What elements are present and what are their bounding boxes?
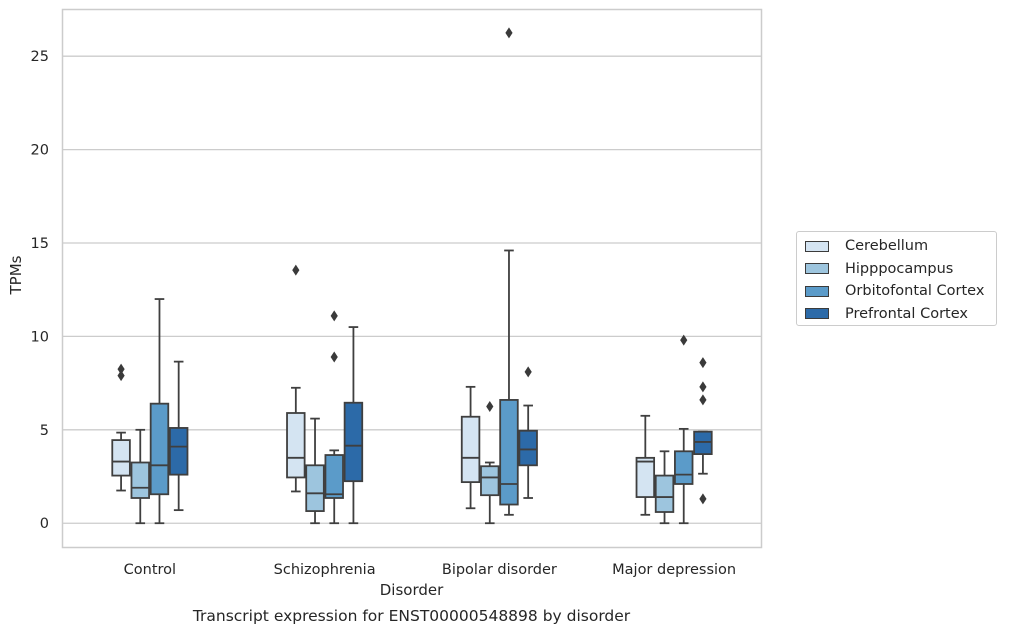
legend-item: Hipppocampus: [797, 258, 996, 281]
series-2: [130, 400, 675, 525]
box-group: [460, 385, 481, 510]
box: [693, 430, 713, 455]
y-tick-label: 10: [31, 329, 49, 345]
y-tick-label: 15: [31, 236, 49, 252]
box-series: [111, 27, 713, 525]
outlier-point: [486, 400, 494, 412]
box-group: [480, 400, 500, 525]
series-4: [168, 326, 713, 525]
plot-area-frame: [61, 8, 763, 549]
box: [130, 461, 150, 499]
box: [499, 399, 519, 506]
y-tick-label: 0: [40, 516, 49, 532]
box-group: [286, 264, 306, 493]
box-group: [693, 357, 713, 505]
outlier-point: [699, 493, 707, 505]
box: [286, 412, 306, 479]
legend-item: Cerebellum: [797, 235, 996, 258]
outlier-point: [699, 394, 707, 406]
y-tick-label: 20: [31, 143, 49, 159]
y-tick-label: 5: [40, 423, 49, 439]
box-group: [111, 363, 131, 492]
box-group: [149, 298, 170, 525]
x-axis-label: Disorder: [379, 581, 444, 599]
x-axis-ticks: Control Schizophrenia Bipolar disorder Majo…: [124, 562, 736, 578]
box-group: [635, 414, 656, 516]
outlier-point: [680, 334, 688, 346]
legend: Cerebellum Hipppocampus Orbitofontal Cor…: [796, 231, 997, 326]
box-group: [343, 326, 364, 525]
outlier-point: [699, 381, 707, 393]
box-group: [324, 310, 344, 525]
series-3: [149, 27, 694, 525]
legend-swatch: [805, 308, 829, 320]
x-tick-label: Schizophrenia: [274, 562, 376, 578]
legend-swatch: [805, 240, 829, 252]
box: [635, 456, 656, 498]
outlier-point: [330, 351, 338, 363]
y-axis-label: TPMs: [7, 255, 25, 295]
box-group: [674, 334, 694, 525]
legend-label: Hipppocampus: [845, 260, 954, 277]
box: [111, 439, 131, 477]
box: [324, 454, 344, 499]
legend-swatch: [805, 263, 829, 275]
x-tick-label: Control: [124, 562, 176, 578]
outlier-point: [330, 310, 338, 322]
box-group: [305, 417, 325, 525]
outlier-point: [117, 363, 125, 375]
box: [480, 465, 500, 497]
box: [149, 402, 170, 496]
legend-item: Prefrontal Cortex: [797, 303, 996, 326]
series-1: [111, 264, 656, 516]
legend-swatch: [805, 285, 829, 297]
box-group: [168, 360, 189, 512]
box: [168, 427, 189, 476]
box: [654, 474, 675, 513]
box-group: [499, 27, 519, 516]
box: [674, 450, 694, 485]
box-group: [130, 428, 150, 525]
outlier-point: [699, 357, 707, 369]
y-axis-ticks: 0 5 10 15 20 25: [31, 49, 49, 532]
outlier-point: [117, 370, 125, 382]
legend-label: Cerebellum: [845, 238, 929, 255]
x-tick-label: Bipolar disorder: [442, 562, 557, 578]
outlier-point: [505, 27, 513, 39]
outlier-point: [292, 264, 300, 276]
box-group: [518, 366, 538, 499]
box: [518, 429, 538, 467]
box: [460, 415, 481, 484]
legend-label: Prefrontal Cortex: [845, 305, 968, 322]
legend-label: Orbitofontal Cortex: [845, 283, 985, 300]
box-group: [654, 450, 675, 525]
chart-caption: Transcript expression for ENST0000054889…: [192, 607, 631, 625]
outlier-point: [524, 366, 532, 378]
legend-item: Orbitofontal Cortex: [797, 280, 996, 303]
y-tick-label: 25: [31, 49, 49, 65]
box: [343, 401, 364, 483]
box: [305, 464, 325, 512]
x-tick-label: Major depression: [612, 562, 736, 578]
